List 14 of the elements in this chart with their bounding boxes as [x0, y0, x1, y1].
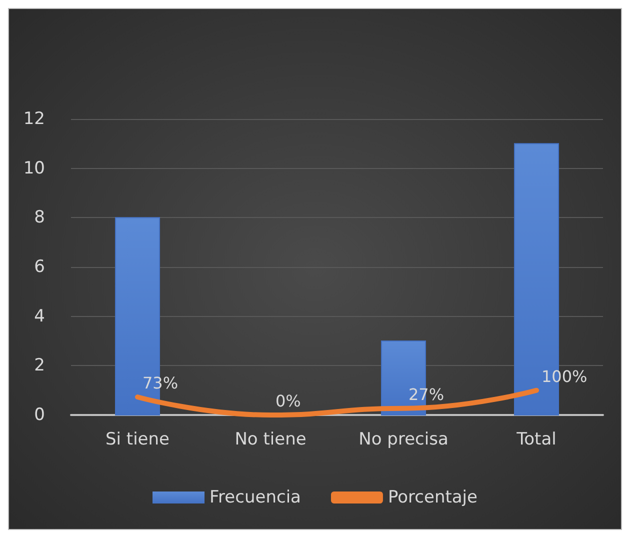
y-tick-label: 8	[34, 208, 45, 228]
x-tick-label: Total	[516, 430, 556, 450]
y-tick-label: 4	[34, 306, 45, 326]
x-tick-label: No precisa	[358, 430, 448, 450]
y-tick-label: 12	[23, 109, 45, 129]
legend-label: Porcentaje	[388, 488, 478, 508]
y-tick-label: 2	[34, 356, 45, 376]
y-tick-label: 0	[34, 405, 45, 425]
data-label: 0%	[276, 392, 301, 410]
y-tick-label: 6	[34, 257, 45, 277]
y-tick-label: 10	[23, 158, 45, 178]
x-tick-label: Si tiene	[106, 430, 170, 450]
x-tick-label: No tiene	[234, 430, 306, 450]
legend-label: Frecuencia	[210, 488, 301, 508]
